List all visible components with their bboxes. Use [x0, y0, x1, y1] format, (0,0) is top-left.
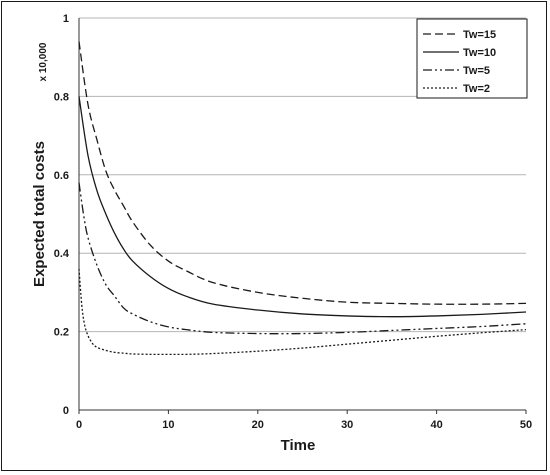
series-line-3: [78, 268, 527, 356]
legend-box: [416, 18, 528, 99]
x-tick-label-4: 40: [430, 419, 442, 431]
y-tick-label-2: 0.4: [54, 248, 70, 260]
tick-labels: 00.20.40.60.810 10 20 30 40 50: [54, 13, 532, 431]
series-line-2: [78, 182, 527, 335]
axes: [78, 18, 527, 414]
y-tick-label-5: 1: [63, 13, 69, 25]
y-tick-label-3: 0.6: [54, 170, 69, 182]
line-chart: 00.20.40.60.810 10 20 30 40 50 x 10,000 Expec…: [31, 13, 532, 454]
x-tick-label-0: 0: [76, 419, 82, 431]
legend: Tw=15 Tw=10 Tw=5 Tw=2: [416, 18, 528, 99]
x-tick-label-5: 50: [520, 419, 532, 431]
series-lines: [78, 41, 527, 356]
series-line-0: [78, 41, 527, 305]
y-tick-label-1: 0.2: [54, 327, 69, 339]
legend-label-0: Tw=15: [463, 29, 496, 41]
legend-label-2: Tw=5: [463, 65, 490, 77]
legend-label-3: Tw=2: [463, 83, 490, 95]
y-tick-label-4: 0.8: [54, 91, 69, 103]
y-axis-title: Expected total costs: [31, 141, 48, 287]
x-tick-label-2: 20: [252, 419, 264, 431]
y-tick-label-0: 0: [63, 405, 69, 417]
legend-label-1: Tw=10: [463, 47, 496, 59]
x-tick-label-1: 10: [162, 419, 174, 431]
x-axis-title: Time: [281, 437, 316, 454]
x-tick-label-3: 30: [341, 419, 353, 431]
y-unit-label: x 10,000: [38, 42, 49, 81]
series-line-1: [78, 96, 527, 318]
